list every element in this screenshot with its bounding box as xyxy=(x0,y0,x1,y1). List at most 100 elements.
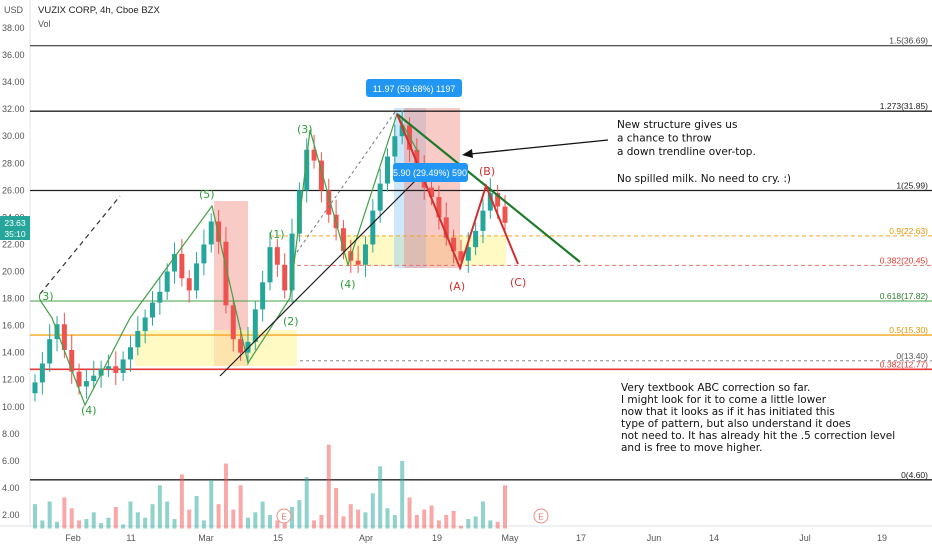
candle-body xyxy=(172,253,178,272)
fib-level-label: 0.382(12.77) xyxy=(880,359,928,369)
candle-body xyxy=(443,217,449,238)
price-tick: 32.00 xyxy=(2,104,25,114)
wave-label: (3) xyxy=(38,290,54,303)
time-tick: 15 xyxy=(273,533,283,543)
fib-level-label: 0.9(22.63) xyxy=(889,226,928,236)
candle-body xyxy=(370,210,376,245)
time-tick: Mar xyxy=(198,533,214,543)
volume-bar xyxy=(194,496,199,529)
elliott-wave-path[interactable] xyxy=(39,112,419,407)
annotation-arrow[interactable] xyxy=(469,139,609,155)
volume-bar xyxy=(40,520,45,529)
candle-body xyxy=(451,237,457,252)
candle-body xyxy=(69,349,75,372)
price-tick: 38.00 xyxy=(2,23,25,33)
down-trendline[interactable] xyxy=(396,113,581,263)
annotation-note-2: Very textbook ABC correction so far.I mi… xyxy=(621,382,895,454)
candle-body xyxy=(414,149,420,171)
volume-bar xyxy=(458,525,463,529)
annotation-line: not need to. It has already hit the .5 c… xyxy=(621,430,895,442)
price-badge-bg xyxy=(0,216,30,240)
event-marker-label: E xyxy=(538,513,543,522)
price-tick: 28.00 xyxy=(2,158,25,168)
volume-bar xyxy=(319,515,324,529)
fib-level-label: 0(13.40) xyxy=(896,351,928,361)
candle-body xyxy=(120,359,126,373)
volume-bar xyxy=(356,509,361,529)
measure-badge-2[interactable]: 5.90 (29.49%) 590 xyxy=(393,163,468,182)
annotation-arrowhead xyxy=(462,149,473,158)
drawings[interactable] xyxy=(39,111,609,407)
candle-body xyxy=(157,291,163,303)
candle-body xyxy=(465,247,471,261)
volume-bar xyxy=(429,505,434,529)
volume-bar xyxy=(113,506,118,529)
dashed-projection-line-1[interactable] xyxy=(39,195,121,295)
shaded-zones xyxy=(135,108,506,366)
volume-bar xyxy=(150,504,155,529)
event-marker-icon[interactable] xyxy=(533,508,549,524)
candle-body xyxy=(216,221,222,242)
volume-bar xyxy=(106,517,111,529)
uptrend-line[interactable] xyxy=(219,177,419,377)
candle-body xyxy=(304,149,310,191)
time-tick: Apr xyxy=(359,533,373,543)
volume-bar xyxy=(466,519,471,529)
dashed-projection-line-2[interactable] xyxy=(289,111,396,263)
abc-correction-path[interactable] xyxy=(396,113,519,271)
candle-body xyxy=(392,136,398,157)
volume-legend: Vol xyxy=(38,19,51,29)
candle-body xyxy=(61,324,67,350)
chart-header: USD VUZIX CORP, 4h, Cboe BZX Vol xyxy=(4,5,160,29)
time-tick: 11 xyxy=(126,533,135,543)
volume-bar xyxy=(77,520,82,529)
candle-body xyxy=(267,247,273,283)
candle-body xyxy=(47,339,53,364)
volume-bar xyxy=(378,466,383,529)
price-tick: 22.00 xyxy=(2,239,25,249)
volume-bar xyxy=(33,504,37,529)
candle-body xyxy=(208,221,214,245)
time-tick: Feb xyxy=(65,533,81,543)
volume-bar xyxy=(223,463,228,529)
candle-body xyxy=(164,271,170,292)
volume-bar xyxy=(422,509,427,529)
volume-bar xyxy=(238,485,243,529)
event-markers[interactable]: E E xyxy=(276,508,549,524)
volume-bar xyxy=(436,520,441,529)
candle-body xyxy=(76,371,82,387)
wave-label: (4) xyxy=(81,404,97,417)
candle-body xyxy=(296,190,302,234)
annotation-line: I might look for it to come a little low… xyxy=(621,394,827,406)
volume-bar xyxy=(99,523,104,529)
candle-body xyxy=(473,230,479,248)
volume-bar xyxy=(201,520,206,529)
price-tick: 30.00 xyxy=(2,131,25,141)
current-price: 23.63 xyxy=(4,218,26,228)
candle-body xyxy=(480,210,486,231)
wave-label: (5) xyxy=(199,188,215,201)
candle-body xyxy=(362,244,368,265)
time-axis[interactable]: Feb 11 Mar 15 Apr 19 May 17 Jun 14 Jul 19 xyxy=(65,533,887,543)
volume-bar xyxy=(143,517,148,529)
candle-body xyxy=(318,160,324,191)
volume-bar xyxy=(172,519,177,529)
price-tick: 18.00 xyxy=(2,294,25,304)
measure-badge-1[interactable]: 11.97 (59.68%) 1197 xyxy=(366,79,462,97)
event-marker-icon[interactable] xyxy=(276,508,292,524)
annotation-line: type of pattern, but also understand it … xyxy=(621,418,851,430)
yellow-zone-1 xyxy=(135,330,297,366)
candle-body xyxy=(201,244,207,264)
price-tick: 16.00 xyxy=(2,321,25,331)
price-axis[interactable]: 38.0036.0034.0032.0030.0028.0026.0024.00… xyxy=(2,23,25,520)
candle-body xyxy=(223,241,229,306)
volume-bar xyxy=(444,515,449,529)
time-tick: May xyxy=(501,533,519,543)
volume-bar xyxy=(187,509,192,529)
candle-body xyxy=(289,233,295,291)
candle-body xyxy=(135,331,141,348)
annotation-note-1: New structure gives us a chance to throwa… xyxy=(617,119,791,185)
candle-body xyxy=(274,247,280,265)
